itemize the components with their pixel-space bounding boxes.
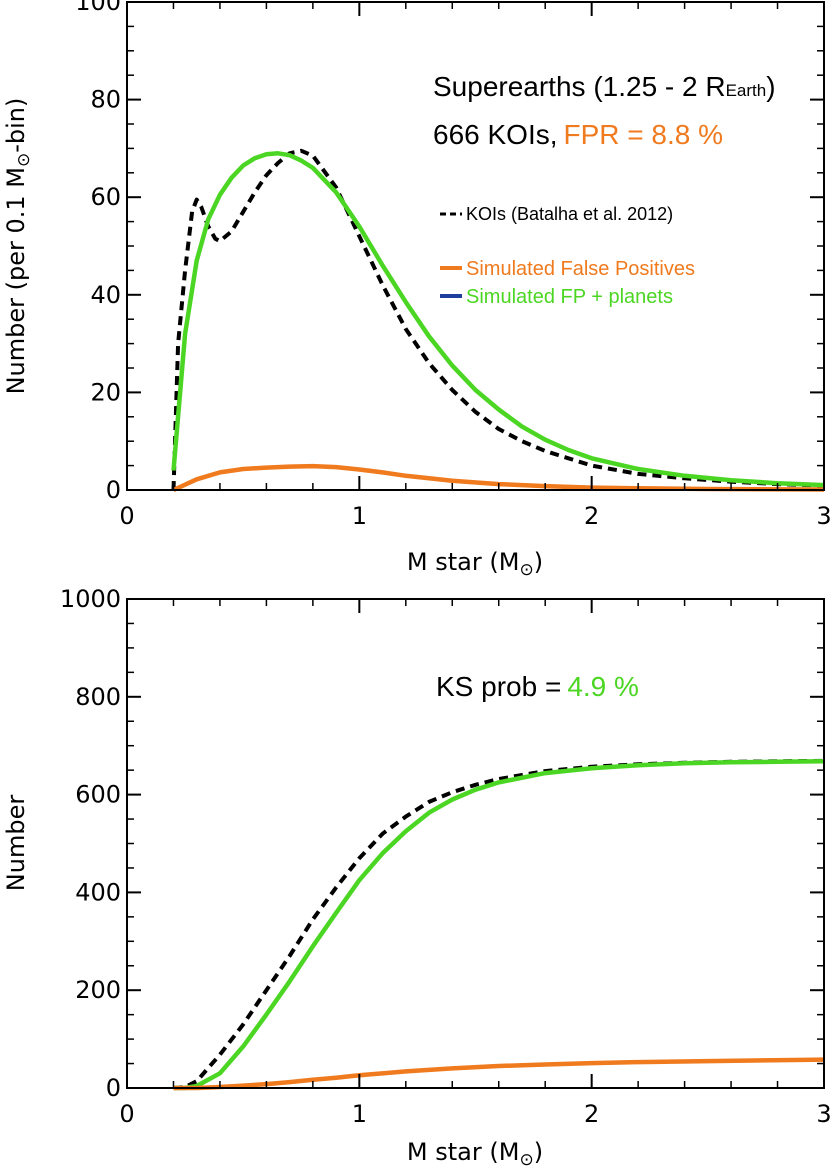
legend-label-false-positives: Simulated False Positives xyxy=(466,258,695,280)
bottom-annotation-ks-value: 4.9 % xyxy=(567,671,639,702)
bottom-x-tick-label: 2 xyxy=(584,1100,599,1128)
top-y-axis-title: Number (per 0.1 M⊙-bin) xyxy=(2,98,34,395)
top-annotation-title: Superearths (1.25 - 2 REarth) xyxy=(433,71,776,102)
top-x-tick-label: 1 xyxy=(352,502,367,530)
bottom-y-tick-label: 600 xyxy=(75,781,121,809)
bottom-y-tick-label: 400 xyxy=(75,878,121,906)
top-annotation-title-sub: Earth xyxy=(726,81,767,100)
top-y-tick-label: 40 xyxy=(90,281,121,309)
top-y-tick-label: 100 xyxy=(75,0,121,16)
top-y-axis-title-end: -bin) xyxy=(2,98,30,153)
top-y-tick-label: 60 xyxy=(90,183,121,211)
bottom-x-axis-title: M star (M⊙) xyxy=(407,1138,543,1170)
bottom-ticks-group: 0 1 2 3 0 200 400 600 800 1000 xyxy=(60,585,831,1128)
top-x-axis-title: M star (M⊙) xyxy=(407,548,543,580)
bottom-panel: 0 1 2 3 0 200 400 600 800 1000 Number M star (M⊙)… xyxy=(2,585,831,1170)
top-x-axis-title-start: M star (M xyxy=(407,548,520,576)
top-x-tick-label: 0 xyxy=(119,502,134,530)
legend-label-fp-plus-planets: Simulated FP + planets xyxy=(466,286,673,308)
bottom-y-axis-title: Number xyxy=(2,795,30,892)
bottom-annotation-ks: KS prob = 4.9 % xyxy=(436,671,639,702)
top-ticks-group: 0 1 2 3 0 20 40 60 80 100 xyxy=(75,0,831,530)
top-series-simulated-false-positives xyxy=(172,463,825,493)
bottom-y-tick-label: 800 xyxy=(75,683,121,711)
top-y-tick-label: 0 xyxy=(106,476,121,504)
bottom-x-tick-label: 3 xyxy=(816,1100,831,1128)
bottom-series-group xyxy=(173,758,825,1091)
top-series-simulated-fp-planets xyxy=(171,151,825,488)
top-series-group xyxy=(171,148,825,493)
top-annotation-title-end: ) xyxy=(766,71,775,102)
bottom-annotation-ks-label: KS prob = xyxy=(436,671,561,702)
top-annotation-count: 666 KOIs, FPR = 8.8 % xyxy=(433,119,723,150)
bottom-y-tick-label: 0 xyxy=(106,1074,121,1102)
bottom-x-axis-title-end: ) xyxy=(534,1138,543,1166)
top-y-tick-label: 20 xyxy=(90,378,121,406)
top-annotation-fpr: FPR = 8.8 % xyxy=(564,119,724,150)
top-y-axis-title-start: Number (per 0.1 M xyxy=(2,167,30,394)
top-y-tick-label: 80 xyxy=(90,86,121,114)
top-series-kois-batalha-et-al-2012 xyxy=(171,148,825,491)
bottom-y-tick-label: 1000 xyxy=(60,585,121,613)
bottom-x-tick-label: 1 xyxy=(352,1100,367,1128)
bottom-x-axis-title-start: M star (M xyxy=(407,1138,520,1166)
top-x-tick-label: 3 xyxy=(816,502,831,530)
legend-label-kois: KOIs (Batalha et al. 2012) xyxy=(466,204,673,224)
bottom-x-axis-title-sun-symbol: ⊙ xyxy=(519,1150,533,1170)
bottom-series-simulated-fp-planets xyxy=(173,759,825,1091)
top-x-axis-title-sun-symbol: ⊙ xyxy=(519,560,533,580)
bottom-y-tick-label: 200 xyxy=(75,976,121,1004)
bottom-series-kois-batalha-et-al-2012 xyxy=(173,758,825,1090)
top-annotation-title-main: Superearths (1.25 - 2 R xyxy=(433,71,726,102)
top-x-axis-title-end: ) xyxy=(534,548,543,576)
top-y-axis-title-sun-symbol: ⊙ xyxy=(14,153,34,167)
top-x-tick-label: 2 xyxy=(584,502,599,530)
legend: KOIs (Batalha et al. 2012) Simulated Fal… xyxy=(440,204,695,308)
bottom-x-tick-label: 0 xyxy=(119,1100,134,1128)
top-annotation-koi-count: 666 KOIs, xyxy=(433,119,558,150)
